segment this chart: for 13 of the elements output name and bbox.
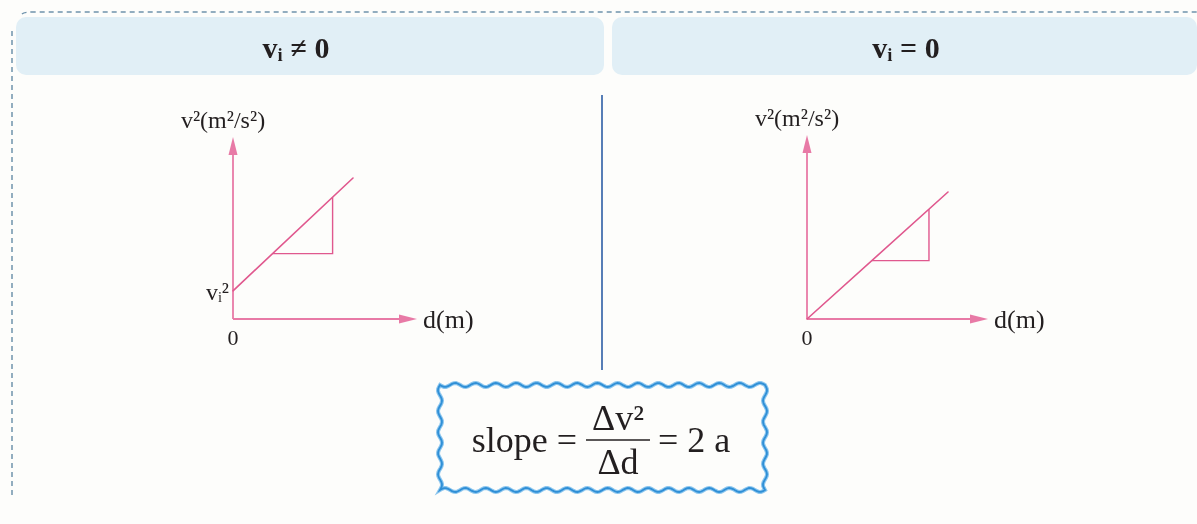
chart-title: vᵢ ≠ 0: [262, 31, 330, 64]
chart-title: vᵢ = 0: [872, 31, 940, 64]
x-axis-title: d(m): [423, 305, 474, 334]
text: slope =: [471, 420, 577, 460]
y-axis-title: v²(m²/s²): [180, 107, 266, 133]
text: Δv²: [592, 398, 644, 438]
x-axis-title: d(m): [994, 305, 1045, 334]
text: 0: [227, 325, 239, 350]
text: 0: [801, 325, 813, 350]
y-axis-title: v²(m²/s²): [754, 105, 840, 131]
text: vᵢ²: [205, 278, 229, 305]
text: Δd: [597, 442, 639, 482]
text: = 2 a: [658, 420, 731, 460]
